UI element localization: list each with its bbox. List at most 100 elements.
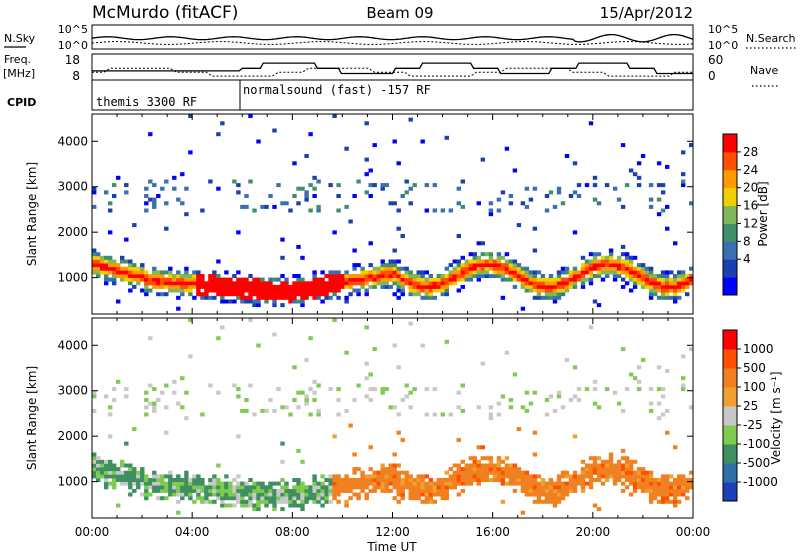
power-cell (632, 284, 638, 289)
power-cell (304, 284, 309, 289)
velocity-cell (344, 350, 349, 355)
power-cell (320, 270, 325, 275)
power-cell (328, 274, 333, 278)
power-cell (180, 172, 185, 177)
power-cell (468, 277, 473, 282)
power-cell (308, 208, 313, 213)
velocity-cell (520, 478, 526, 482)
power-cell (612, 266, 618, 271)
power-cell (264, 204, 269, 209)
velocity-cell (200, 478, 205, 482)
velocity-cell (220, 325, 225, 330)
velocity-cell (232, 478, 237, 482)
velocity-cell (136, 481, 141, 486)
velocity-cell (204, 499, 209, 504)
power-cell (172, 277, 177, 282)
power-cell (556, 277, 562, 282)
velocity-cell (400, 485, 405, 490)
velocity-cell (312, 379, 317, 384)
power-cell (388, 284, 393, 289)
velocity-cell (340, 488, 345, 493)
power-cell (628, 255, 634, 260)
velocity-cell (604, 463, 610, 468)
velocity-cell (677, 488, 682, 493)
velocity-cell (164, 488, 169, 493)
velocity-cell (416, 478, 421, 482)
power-cell (396, 161, 401, 166)
velocity-cell (548, 485, 554, 490)
velocity-cell (628, 372, 634, 377)
power-cell (444, 135, 449, 140)
velocity-cell (624, 459, 630, 464)
power-cell (156, 270, 161, 275)
velocity-cell (376, 478, 381, 482)
velocity-cell (344, 485, 349, 490)
power-cell (644, 281, 650, 286)
power-cell (356, 281, 361, 286)
power-cell (628, 274, 634, 278)
velocity-cell (644, 485, 650, 490)
power-cell (648, 204, 654, 209)
velocity-cell (152, 474, 157, 479)
power-cell (456, 186, 461, 191)
power-cell (176, 197, 181, 202)
velocity-cell (512, 478, 518, 482)
power-cell (164, 179, 169, 184)
power-cell (572, 277, 578, 282)
power-cell (168, 270, 173, 275)
power-cell (156, 274, 161, 278)
power-cell (420, 139, 425, 144)
velocity-cell (424, 496, 429, 501)
velocity-cell (496, 474, 502, 479)
power-cell (328, 281, 333, 286)
power-cell (592, 252, 598, 257)
velocity-cell (184, 470, 189, 475)
velocity-cell (120, 463, 125, 468)
velocity-cell (384, 470, 389, 475)
velocity-ytick-label: 1000 (57, 475, 88, 489)
velocity-cell (120, 474, 125, 479)
velocity-cell (316, 492, 321, 497)
power-cell (488, 263, 494, 268)
velocity-cell (196, 478, 201, 482)
velocity-cell (628, 481, 634, 486)
power-cell (532, 248, 538, 253)
power-cell (336, 284, 341, 289)
power-cell (184, 281, 189, 286)
velocity-cell (344, 481, 349, 486)
velocity-cell (216, 496, 221, 501)
power-cell (685, 274, 690, 278)
velocity-cell (144, 481, 149, 486)
power-cell (312, 295, 317, 300)
power-cell (656, 183, 662, 188)
power-cell (180, 281, 185, 286)
power-cell (336, 277, 341, 282)
power-cell (204, 295, 209, 300)
velocity-cell (572, 470, 578, 475)
power-cell (520, 270, 526, 275)
power-cell (400, 284, 405, 289)
power-cell (440, 288, 445, 293)
velocity-cell (612, 474, 618, 479)
power-cell (208, 274, 213, 278)
velocity-cell (344, 478, 349, 482)
velocity-cell (400, 481, 405, 486)
power-cell (677, 288, 682, 293)
velocity-cell (656, 387, 662, 392)
power-cell (332, 284, 337, 289)
power-cell (316, 295, 321, 300)
velocity-colorbar-segment (723, 425, 737, 445)
power-cell (512, 270, 518, 275)
power-cell (660, 295, 666, 300)
power-cell (144, 274, 149, 278)
velocity-cell (540, 499, 546, 504)
velocity-cell (264, 488, 269, 493)
power-cell (320, 281, 325, 286)
velocity-cell (560, 488, 566, 493)
power-cell (396, 288, 401, 293)
velocity-cell (320, 503, 325, 508)
velocity-cell (608, 463, 614, 468)
velocity-cell (296, 405, 301, 410)
power-cell (548, 274, 554, 278)
velocity-cell (184, 481, 189, 486)
